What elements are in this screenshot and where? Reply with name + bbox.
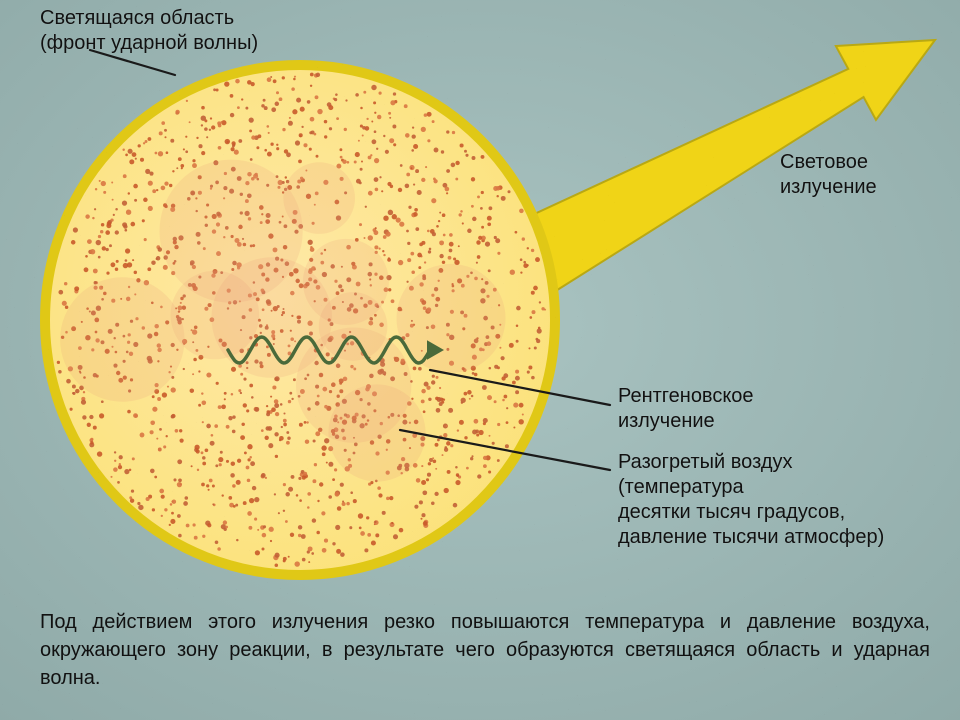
- label-luminous-region: Светящаяся область (фронт ударной волны): [40, 6, 258, 56]
- label-light-emission: Световое излучение: [780, 150, 877, 200]
- label-xray: Рентгеновское излучение: [618, 384, 754, 434]
- diagram-stage: Светящаяся область (фронт ударной волны)…: [0, 0, 960, 720]
- caption-text: Под действием этого излучения резко повы…: [40, 608, 930, 692]
- label-heated-air: Разогретый воздух (температура десятки т…: [618, 450, 884, 550]
